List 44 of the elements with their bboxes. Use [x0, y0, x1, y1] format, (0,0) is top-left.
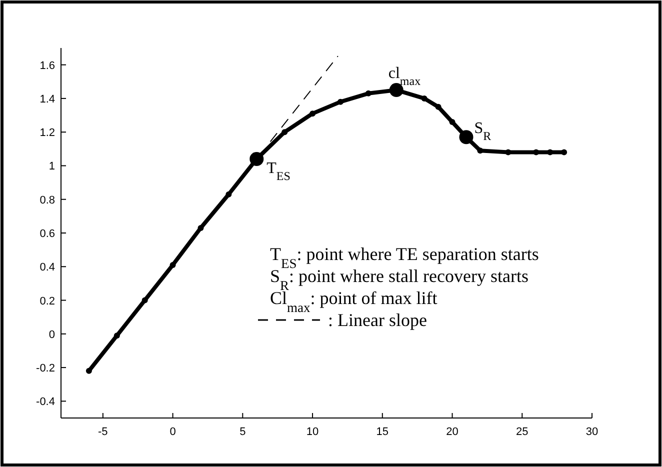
- y-tick-label: 0: [48, 328, 55, 341]
- point: [505, 149, 512, 156]
- point: [250, 152, 264, 166]
- point: [114, 332, 120, 339]
- y-tick-label: 0.8: [40, 194, 55, 206]
- point: [449, 119, 456, 125]
- annotation: T$_{ES}$: [266, 160, 290, 183]
- point: [421, 95, 428, 102]
- annotation: cl$_{max}$: [388, 65, 421, 88]
- x-tick-label: 30: [586, 426, 598, 438]
- annotation: S$_{R}$: [474, 120, 492, 144]
- y-tick-label: 1.4: [40, 93, 55, 106]
- y-tick-label: 1.6: [40, 60, 55, 72]
- point: [282, 129, 288, 136]
- y-tick-label: -0.2: [36, 362, 55, 375]
- x-tick-label: 0: [170, 426, 176, 438]
- y-tick-label: 1.2: [40, 127, 55, 140]
- x-tick-label: 5: [240, 426, 246, 438]
- point: [310, 110, 316, 117]
- point: [337, 98, 344, 105]
- point: [533, 149, 540, 156]
- annotation: T$_{ES}$: point where TE separation starts: [270, 244, 539, 270]
- point: [170, 262, 176, 268]
- x-tick-label: -5: [98, 426, 108, 438]
- point: [365, 90, 372, 96]
- point: [198, 224, 204, 231]
- y-tick-label: 0.6: [40, 228, 55, 240]
- point: [547, 149, 554, 156]
- x-tick-label: 20: [446, 426, 458, 438]
- y-tick-label: 1: [48, 160, 55, 173]
- point: [86, 368, 92, 374]
- point: [142, 297, 148, 304]
- y-tick-label: 0.2: [40, 295, 55, 308]
- point: [561, 149, 568, 156]
- x-tick-label: 25: [516, 426, 528, 438]
- point: [459, 130, 474, 144]
- x-tick-label: 10: [306, 426, 319, 438]
- point: [226, 191, 232, 198]
- x-tick-label: 15: [376, 426, 389, 438]
- point: [477, 148, 484, 154]
- y-tick-label: 0.4: [40, 262, 55, 274]
- y-tick-label: -0.4: [36, 396, 55, 408]
- point: [435, 104, 442, 110]
- legend-label: : Linear slope: [328, 310, 427, 330]
